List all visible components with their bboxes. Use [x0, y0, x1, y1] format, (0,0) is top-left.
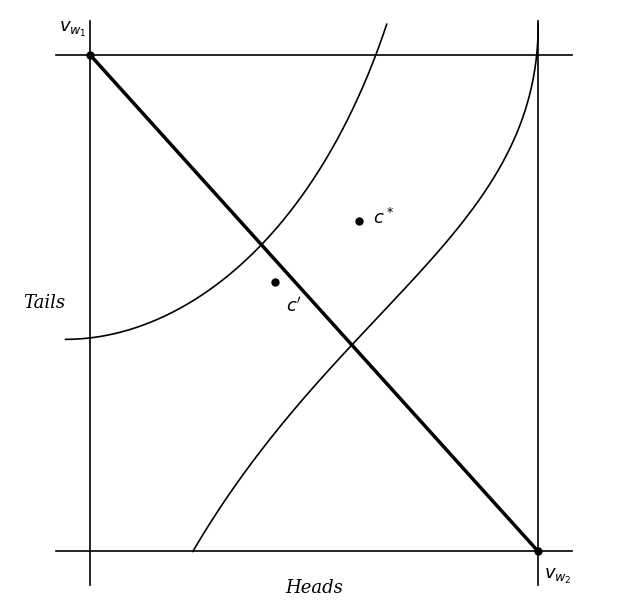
Text: $v_{w_1}$: $v_{w_1}$ — [59, 20, 87, 39]
Text: $c^*$: $c^*$ — [373, 208, 394, 228]
Text: Heads: Heads — [285, 579, 343, 597]
Text: $v_{w_2}$: $v_{w_2}$ — [544, 567, 572, 586]
Text: Tails: Tails — [23, 294, 65, 312]
Text: $c'$: $c'$ — [286, 297, 301, 316]
